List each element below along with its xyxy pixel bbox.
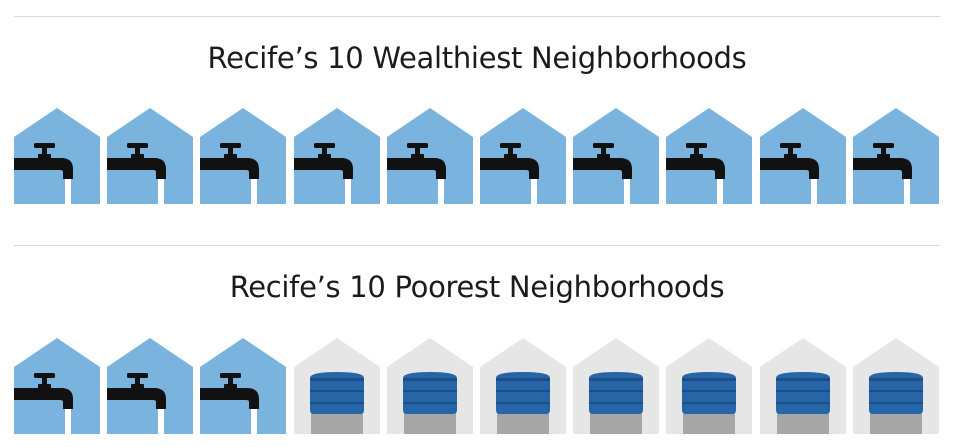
house-shape <box>852 108 939 204</box>
house-with-tap <box>107 108 194 204</box>
water-tap-icon <box>14 143 73 204</box>
house-with-tank <box>386 338 473 434</box>
water-tank-icon <box>309 372 364 434</box>
house-with-tap <box>293 108 380 204</box>
house-shape <box>666 108 753 204</box>
house-with-tank <box>666 338 753 434</box>
house-shape <box>293 108 380 204</box>
house-with-tap <box>852 108 939 204</box>
house-with-tap <box>573 108 660 204</box>
house-shape <box>480 108 566 204</box>
water-tap-icon <box>759 143 819 204</box>
house-shape <box>386 108 473 204</box>
water-tap-icon <box>200 373 260 434</box>
water-tap-icon <box>293 143 353 204</box>
top-divider <box>14 16 940 17</box>
water-tank-icon <box>868 372 923 434</box>
water-tap-icon <box>480 143 539 204</box>
house-with-tap <box>14 108 100 204</box>
house-with-tap <box>107 338 194 434</box>
water-tap-icon <box>573 143 633 204</box>
house-shape <box>200 338 287 434</box>
house-shape <box>759 108 846 204</box>
house-shape <box>107 338 194 434</box>
house-with-tap <box>480 108 566 204</box>
water-tank-icon <box>682 372 737 434</box>
poorest-houses-row <box>14 338 942 434</box>
house-with-tap <box>759 108 846 204</box>
water-tap-icon <box>852 143 912 204</box>
section-title-wealthiest: Recife’s 10 Wealthiest Neighborhoods <box>207 41 747 75</box>
water-tap-icon <box>666 143 726 204</box>
house-shape <box>107 108 194 204</box>
house-with-tap <box>14 338 100 434</box>
house-with-tap <box>386 108 473 204</box>
house-shape <box>14 338 100 434</box>
wealthiest-houses-row <box>14 108 942 204</box>
house-with-tank <box>573 338 660 434</box>
water-tap-icon <box>107 143 167 204</box>
water-tap-icon <box>386 143 446 204</box>
house-with-tap <box>666 108 753 204</box>
house-with-tap <box>200 108 287 204</box>
house-shape <box>200 108 287 204</box>
water-tank-icon <box>589 372 644 434</box>
water-tap-icon <box>107 373 167 434</box>
water-tap-icon <box>200 143 260 204</box>
water-tank-icon <box>496 372 550 434</box>
house-with-tap <box>200 338 287 434</box>
section-title-poorest: Recife’s 10 Poorest Neighborhoods <box>229 270 725 304</box>
house-shape <box>14 108 100 204</box>
water-tank-icon <box>402 372 457 434</box>
house-with-tank <box>852 338 939 434</box>
water-tank-icon <box>775 372 830 434</box>
house-with-tank <box>480 338 566 434</box>
house-with-tank <box>759 338 846 434</box>
water-tap-icon <box>14 373 73 434</box>
middle-divider <box>14 245 940 246</box>
house-shape <box>573 108 660 204</box>
house-with-tank <box>293 338 380 434</box>
